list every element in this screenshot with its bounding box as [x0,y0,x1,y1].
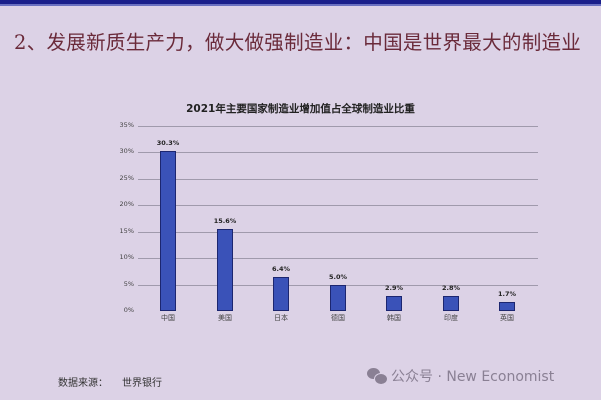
top-accent-bar-secondary [0,4,601,6]
bar-value-label: 30.3% [156,139,180,147]
x-tick-label: 韩国 [387,314,401,322]
x-tick-label: 中国 [161,314,175,322]
x-tick-label: 德国 [331,314,345,322]
bar-value-label: 2.9% [384,284,404,292]
x-tick-label: 日本 [274,314,288,322]
watermark-text: 公众号 · New Economist [391,369,555,385]
y-tick-label: 35% [119,121,134,129]
bar [443,296,459,311]
bar-value-label: 2.8% [441,284,461,292]
bar [217,229,233,311]
bar [160,151,176,311]
x-tick-label: 美国 [218,314,232,322]
source-value: 世界银行 [122,378,162,389]
bar-value-label: 15.6% [213,217,237,225]
x-tick-label: 印度 [444,314,458,322]
y-tick-label: 10% [119,253,134,261]
x-tick-label: 英国 [500,314,514,322]
top-accent-bar [0,0,601,4]
y-tick-label: 5% [123,280,134,288]
gridline [138,126,538,127]
bar [273,277,289,311]
bar [499,302,515,311]
gridline [138,205,538,206]
chart-title: 2021年主要国家制造业增加值占全球制造业比重 [186,103,415,115]
slide-title: 2、发展新质生产力，做大做强制造业：中国是世界最大的制造业 [14,31,582,54]
bar-value-label: 1.7% [497,290,517,298]
bar-value-label: 6.4% [271,265,291,273]
y-tick-label: 15% [119,227,134,235]
gridline [138,179,538,180]
y-tick-label: 0% [123,306,134,314]
data-source: 数据来源： 世界银行 [58,374,162,389]
watermark: 公众号 · New Economist [367,366,554,386]
source-label: 数据来源： [58,378,108,389]
bar [386,296,402,311]
y-tick-label: 25% [119,174,134,182]
wechat-icon [367,368,388,385]
y-tick-label: 30% [119,147,134,155]
y-tick-label: 20% [119,200,134,208]
bar [330,285,346,311]
gridline [138,258,538,259]
gridline [138,152,538,153]
bar-value-label: 5.0% [328,273,348,281]
gridline [138,232,538,233]
